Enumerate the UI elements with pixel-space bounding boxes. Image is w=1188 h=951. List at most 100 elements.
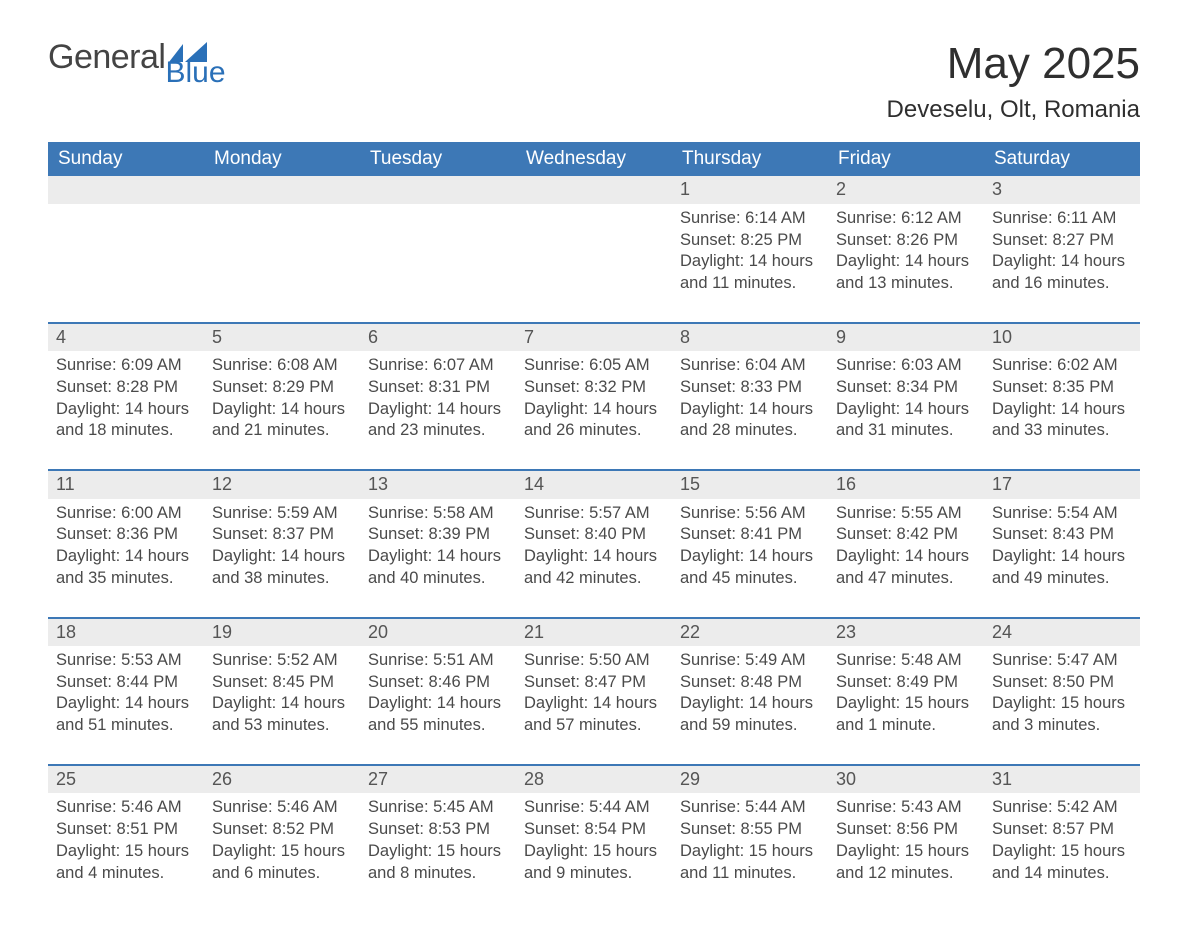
day-number: 22 <box>672 619 828 646</box>
sunset-text: Sunset: 8:55 PM <box>680 819 820 841</box>
calendar-cell: 25 Sunrise: 5:46 AMSunset: 8:51 PMDayligh… <box>48 765 204 911</box>
sunrise-text: Sunrise: 5:53 AM <box>56 650 196 672</box>
day-number <box>516 176 672 203</box>
calendar-cell: 31Sunrise: 5:42 AMSunset: 8:57 PMDayligh… <box>984 765 1140 911</box>
calendar-cell <box>204 176 360 322</box>
day-details: Sunrise: 6:07 AMSunset: 8:31 PMDaylight:… <box>360 351 516 469</box>
daylight-text: Daylight: 14 hours and 23 minutes. <box>368 399 508 443</box>
calendar-cell: 11Sunrise: 6:00 AMSunset: 8:36 PMDayligh… <box>48 470 204 617</box>
day-number <box>360 176 516 203</box>
day-details: Sunrise: 5:44 AMSunset: 8:54 PMDaylight:… <box>516 793 672 911</box>
sunrise-text: Sunrise: 5:51 AM <box>368 650 508 672</box>
sunset-text: Sunset: 8:34 PM <box>836 377 976 399</box>
calendar-cell: 27Sunrise: 5:45 AMSunset: 8:53 PMDayligh… <box>360 765 516 911</box>
day-number: 19 <box>204 619 360 646</box>
calendar-cell: 21Sunrise: 5:50 AMSunset: 8:47 PMDayligh… <box>516 618 672 765</box>
sunrise-text: Sunrise: 5:44 AM <box>524 797 664 819</box>
calendar-cell: 10Sunrise: 6:02 AMSunset: 8:35 PMDayligh… <box>984 323 1140 470</box>
sunset-text: Sunset: 8:47 PM <box>524 672 664 694</box>
sunrise-text: Sunrise: 6:02 AM <box>992 355 1132 377</box>
day-number: 13 <box>360 471 516 498</box>
sunrise-text: Sunrise: 6:09 AM <box>56 355 196 377</box>
calendar-location: Deveselu, Olt, Romania <box>887 96 1140 124</box>
daylight-text: Daylight: 14 hours and 42 minutes. <box>524 546 664 590</box>
sunset-text: Sunset: 8:57 PM <box>992 819 1132 841</box>
daylight-text: Daylight: 14 hours and 45 minutes. <box>680 546 820 590</box>
sunset-text: Sunset: 8:25 PM <box>680 230 820 252</box>
daylight-text: Daylight: 15 hours and 3 minutes. <box>992 693 1132 737</box>
sunset-text: Sunset: 8:37 PM <box>212 524 352 546</box>
sunrise-text: Sunrise: 6:07 AM <box>368 355 508 377</box>
day-details: Sunrise: 5:53 AMSunset: 8:44 PMDaylight:… <box>48 646 204 764</box>
day-number: 25 <box>48 766 204 793</box>
daylight-text: Daylight: 15 hours and 4 minutes. <box>56 841 196 885</box>
sunrise-text: Sunrise: 6:08 AM <box>212 355 352 377</box>
day-details: Sunrise: 5:44 AMSunset: 8:55 PMDaylight:… <box>672 793 828 911</box>
sunrise-text: Sunrise: 5:55 AM <box>836 503 976 525</box>
day-details: Sunrise: 5:51 AMSunset: 8:46 PMDaylight:… <box>360 646 516 764</box>
sunrise-text: Sunrise: 5:50 AM <box>524 650 664 672</box>
day-number: 24 <box>984 619 1140 646</box>
day-number: 17 <box>984 471 1140 498</box>
day-number <box>204 176 360 203</box>
day-details: Sunrise: 5:50 AMSunset: 8:47 PMDaylight:… <box>516 646 672 764</box>
daylight-text: Daylight: 14 hours and 40 minutes. <box>368 546 508 590</box>
calendar-cell: 15Sunrise: 5:56 AMSunset: 8:41 PMDayligh… <box>672 470 828 617</box>
day-number: 30 <box>828 766 984 793</box>
sunset-text: Sunset: 8:28 PM <box>56 377 196 399</box>
calendar-week-row: 1Sunrise: 6:14 AMSunset: 8:25 PMDaylight… <box>48 176 1140 322</box>
day-details: Sunrise: 6:09 AMSunset: 8:28 PMDaylight:… <box>48 351 204 469</box>
sunset-text: Sunset: 8:39 PM <box>368 524 508 546</box>
sunset-text: Sunset: 8:36 PM <box>56 524 196 546</box>
sunset-text: Sunset: 8:27 PM <box>992 230 1132 252</box>
daylight-text: Daylight: 15 hours and 9 minutes. <box>524 841 664 885</box>
calendar-cell: 1Sunrise: 6:14 AMSunset: 8:25 PMDaylight… <box>672 176 828 322</box>
day-details: Sunrise: 6:14 AMSunset: 8:25 PMDaylight:… <box>672 204 828 322</box>
sunset-text: Sunset: 8:26 PM <box>836 230 976 252</box>
daylight-text: Daylight: 14 hours and 21 minutes. <box>212 399 352 443</box>
calendar-cell: 13Sunrise: 5:58 AMSunset: 8:39 PMDayligh… <box>360 470 516 617</box>
day-header: Tuesday <box>360 142 516 176</box>
day-number: 26 <box>204 766 360 793</box>
sunrise-text: Sunrise: 5:47 AM <box>992 650 1132 672</box>
day-number: 27 <box>360 766 516 793</box>
sunrise-text: Sunrise: 6:04 AM <box>680 355 820 377</box>
sunrise-text: Sunrise: 5:46 AM <box>56 797 196 819</box>
day-number: 29 <box>672 766 828 793</box>
daylight-text: Daylight: 14 hours and 13 minutes. <box>836 251 976 295</box>
sunset-text: Sunset: 8:50 PM <box>992 672 1132 694</box>
daylight-text: Daylight: 14 hours and 31 minutes. <box>836 399 976 443</box>
day-details: Sunrise: 6:04 AMSunset: 8:33 PMDaylight:… <box>672 351 828 469</box>
sunset-text: Sunset: 8:46 PM <box>368 672 508 694</box>
day-details: Sunrise: 5:57 AMSunset: 8:40 PMDaylight:… <box>516 499 672 617</box>
calendar-cell: 6Sunrise: 6:07 AMSunset: 8:31 PMDaylight… <box>360 323 516 470</box>
calendar-cell: 28Sunrise: 5:44 AMSunset: 8:54 PMDayligh… <box>516 765 672 911</box>
sunset-text: Sunset: 8:53 PM <box>368 819 508 841</box>
day-details: Sunrise: 5:43 AMSunset: 8:56 PMDaylight:… <box>828 793 984 911</box>
sunset-text: Sunset: 8:51 PM <box>56 819 196 841</box>
calendar-cell: 16Sunrise: 5:55 AMSunset: 8:42 PMDayligh… <box>828 470 984 617</box>
day-details: Sunrise: 6:12 AMSunset: 8:26 PMDaylight:… <box>828 204 984 322</box>
sunrise-text: Sunrise: 6:14 AM <box>680 208 820 230</box>
day-number: 2 <box>828 176 984 203</box>
day-details: Sunrise: 5:54 AMSunset: 8:43 PMDaylight:… <box>984 499 1140 617</box>
day-details: Sunrise: 5:45 AMSunset: 8:53 PMDaylight:… <box>360 793 516 911</box>
daylight-text: Daylight: 14 hours and 38 minutes. <box>212 546 352 590</box>
calendar-cell: 12Sunrise: 5:59 AMSunset: 8:37 PMDayligh… <box>204 470 360 617</box>
calendar-week-row: 4Sunrise: 6:09 AMSunset: 8:28 PMDaylight… <box>48 323 1140 470</box>
sunrise-text: Sunrise: 5:49 AM <box>680 650 820 672</box>
calendar-cell: 2Sunrise: 6:12 AMSunset: 8:26 PMDaylight… <box>828 176 984 322</box>
daylight-text: Daylight: 14 hours and 51 minutes. <box>56 693 196 737</box>
sunrise-text: Sunrise: 6:05 AM <box>524 355 664 377</box>
day-header: Sunday <box>48 142 204 176</box>
day-header: Wednesday <box>516 142 672 176</box>
sunrise-text: Sunrise: 5:54 AM <box>992 503 1132 525</box>
calendar-table: Sunday Monday Tuesday Wednesday Thursday… <box>48 142 1140 911</box>
calendar-body: 1Sunrise: 6:14 AMSunset: 8:25 PMDaylight… <box>48 176 1140 911</box>
day-details: Sunrise: 6:02 AMSunset: 8:35 PMDaylight:… <box>984 351 1140 469</box>
day-details <box>360 204 516 322</box>
calendar-cell: 24 Sunrise: 5:47 AMSunset: 8:50 PMDayligh… <box>984 618 1140 765</box>
day-number: 3 <box>984 176 1140 203</box>
sunrise-text: Sunrise: 6:11 AM <box>992 208 1132 230</box>
daylight-text: Daylight: 14 hours and 59 minutes. <box>680 693 820 737</box>
